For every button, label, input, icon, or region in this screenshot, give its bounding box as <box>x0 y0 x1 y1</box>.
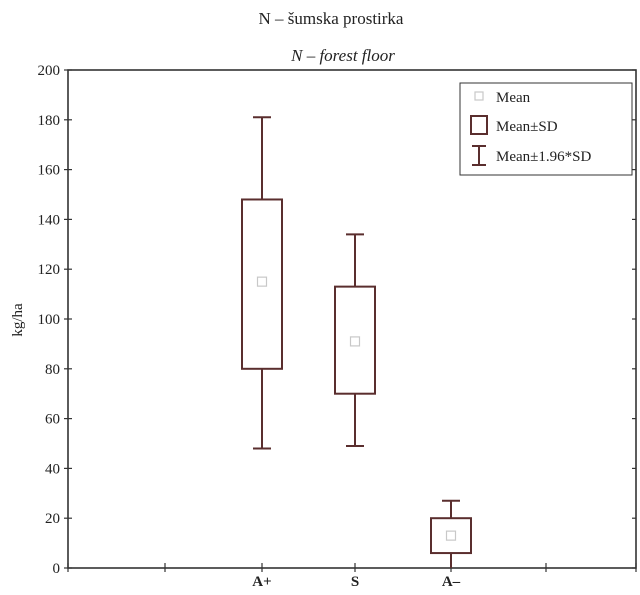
mean-marker <box>445 530 457 541</box>
x-category-label: S <box>351 574 359 590</box>
plot-area: 0 20 40 60 80 100 120 140 160 180 200 A+ S A– <box>38 63 637 590</box>
x-category-label: A– <box>442 574 461 590</box>
y-tick-label: 200 <box>38 63 61 79</box>
legend-label-mean: Mean <box>496 90 531 106</box>
y-tick-label: 80 <box>45 362 60 378</box>
y-tick-label: 100 <box>38 312 61 328</box>
y-tick-label: 0 <box>53 561 61 577</box>
y-tick-label: 120 <box>38 262 61 278</box>
legend: Mean Mean±SD Mean±1.96*SD <box>459 82 633 176</box>
y-tick-label: 160 <box>38 163 61 179</box>
legend-sd-marker <box>470 115 488 135</box>
mean-marker <box>349 336 361 347</box>
y-axis-label: kg/ha <box>10 303 26 337</box>
y-tick-label: 60 <box>45 412 60 428</box>
legend-box <box>459 82 633 176</box>
chart-title: N – šumska prostirka <box>259 9 404 28</box>
legend-mean-marker <box>474 91 484 101</box>
y-tick-label: 140 <box>38 212 61 228</box>
chart-subtitle: N – forest floor <box>290 46 395 65</box>
legend-label-sd: Mean±SD <box>496 119 558 135</box>
y-tick-label: 180 <box>38 113 61 129</box>
x-category-label: A+ <box>252 574 271 590</box>
y-tick-label: 40 <box>45 461 60 477</box>
legend-label-ci: Mean±1.96*SD <box>496 149 591 165</box>
y-tick-label: 20 <box>45 511 60 527</box>
mean-marker <box>256 276 268 287</box>
